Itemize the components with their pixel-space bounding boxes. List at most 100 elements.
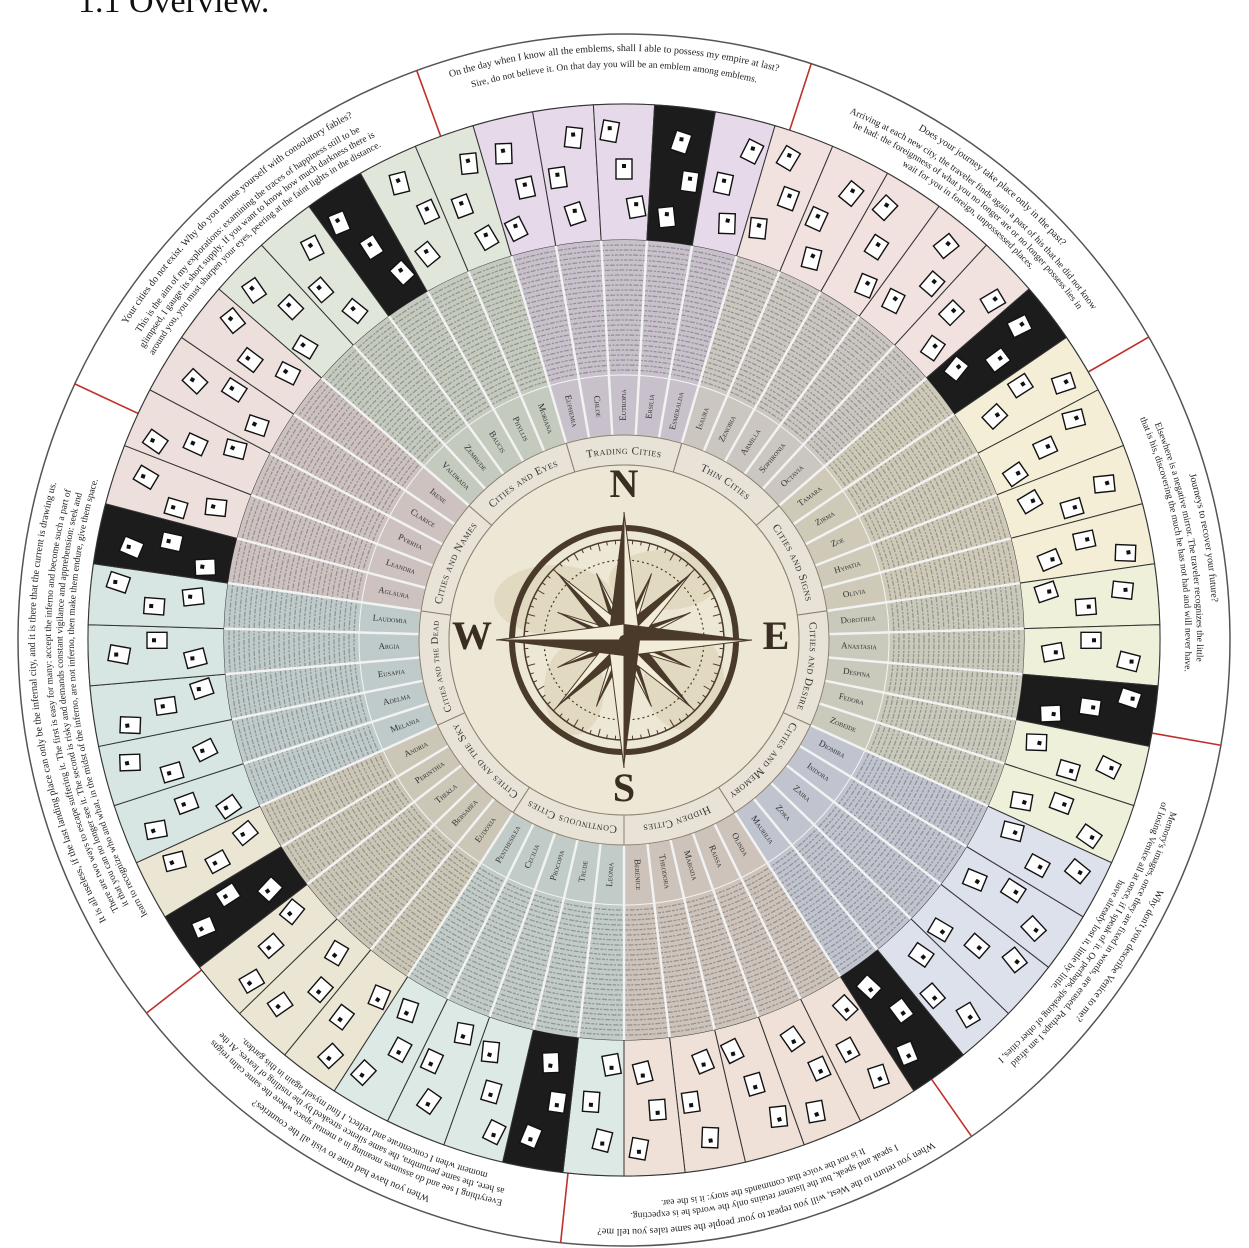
illustration-window — [1129, 660, 1133, 664]
illustration-window — [190, 656, 194, 660]
illustration-house — [1026, 734, 1047, 751]
illustration-window — [679, 137, 683, 141]
illustration-window — [1130, 696, 1134, 700]
illustration-window — [1087, 604, 1091, 608]
illustration-house — [515, 176, 535, 199]
illustration-house — [1010, 792, 1032, 811]
compass-tick — [719, 623, 723, 624]
illustration-house — [658, 206, 676, 228]
illustration-window — [555, 172, 560, 177]
compass-letter: E — [763, 613, 790, 658]
illustration-window — [188, 594, 192, 598]
illustration-house — [1081, 632, 1101, 648]
illustration-window — [622, 164, 626, 168]
illustration-window — [689, 1103, 694, 1108]
illustration-window — [641, 1074, 645, 1078]
illustration-house — [145, 820, 167, 839]
illustration-house — [155, 697, 177, 716]
illustration-window — [1085, 537, 1090, 542]
illustration-house — [600, 120, 619, 143]
illustration-house — [495, 143, 512, 164]
illustration-house — [629, 1138, 648, 1161]
illustration-house — [681, 1091, 700, 1113]
illustration-window — [656, 1111, 660, 1115]
illustration-window — [114, 652, 118, 656]
compass-tick — [719, 657, 723, 658]
illustration-window — [1047, 589, 1051, 593]
illustration-window — [1092, 638, 1096, 642]
illustration-window — [609, 1066, 613, 1070]
illustration-house — [582, 1091, 599, 1112]
compass-tick — [641, 735, 642, 739]
city-name: Eutropia — [618, 389, 628, 421]
illustration-window — [522, 182, 527, 187]
illustration-house — [702, 1127, 719, 1148]
illustration-window — [152, 638, 156, 642]
compass-tick — [607, 542, 608, 546]
illustration-window — [160, 704, 165, 709]
illustration-window — [197, 687, 201, 691]
illustration-window — [200, 564, 205, 569]
illustration-house — [481, 1041, 499, 1063]
city-name: Argia — [378, 640, 400, 651]
illustration-house — [1073, 530, 1096, 550]
illustration-house — [160, 532, 183, 552]
illustration-house — [616, 159, 632, 179]
illustration-window — [1054, 650, 1058, 654]
illustration-house — [460, 153, 478, 175]
compass-tick — [607, 735, 608, 739]
illustration-house — [602, 1054, 621, 1077]
illustration-window — [600, 1141, 604, 1145]
illustration-house — [548, 167, 567, 189]
illustration-window — [1051, 712, 1056, 717]
illustration-house — [195, 559, 216, 576]
illustration-house — [1115, 545, 1136, 562]
illustration-window — [722, 178, 727, 183]
illustration-house — [182, 588, 204, 606]
illustration-window — [634, 202, 638, 206]
illustration-window — [637, 1150, 641, 1154]
compass-letter: S — [613, 765, 635, 810]
illustration-window — [573, 209, 577, 213]
illustration-house — [806, 1100, 825, 1122]
compass-tick — [526, 657, 530, 658]
city-name: Leonia — [604, 862, 615, 887]
illustration-house — [770, 1106, 788, 1128]
illustration-house — [1094, 475, 1116, 493]
illustration-window — [701, 1062, 706, 1067]
illustration-window — [708, 1138, 713, 1143]
illustration-window — [1091, 705, 1096, 710]
compass-tick — [641, 542, 642, 546]
illustration-window — [548, 1063, 553, 1068]
illustration-house — [542, 1052, 559, 1073]
illustration-house — [120, 717, 141, 734]
illustration-house — [719, 213, 736, 234]
illustration-window — [1123, 588, 1127, 592]
illustration-window — [126, 544, 131, 549]
illustration-house — [649, 1099, 666, 1120]
illustration-house — [1042, 643, 1065, 662]
page-heading: 1.1 Overview. — [78, 0, 269, 20]
illustration-window — [608, 126, 612, 130]
illustration-window — [166, 539, 171, 544]
illustration-window — [589, 1103, 593, 1107]
illustration-house — [1112, 581, 1134, 599]
illustration-house — [120, 754, 141, 771]
illustration-house — [108, 645, 131, 664]
compass-letter: W — [452, 613, 492, 658]
illustration-window — [1050, 557, 1055, 562]
illustration-window — [665, 212, 669, 216]
illustration-window — [1126, 550, 1131, 555]
illustration-house — [144, 598, 165, 615]
city-name: Berenice — [632, 859, 644, 891]
illustration-house — [749, 217, 767, 239]
illustration-house — [564, 127, 582, 149]
illustration-window — [571, 132, 575, 136]
illustration-house — [1079, 698, 1101, 717]
illustration-house — [147, 632, 167, 648]
city-name: Anastasia — [841, 640, 878, 651]
illustration-house — [1040, 705, 1061, 722]
illustration-house — [1075, 598, 1096, 615]
overview-diagram: 1.1 Overview. On the day when I know all… — [0, 0, 1249, 1248]
illustration-house — [205, 498, 227, 516]
